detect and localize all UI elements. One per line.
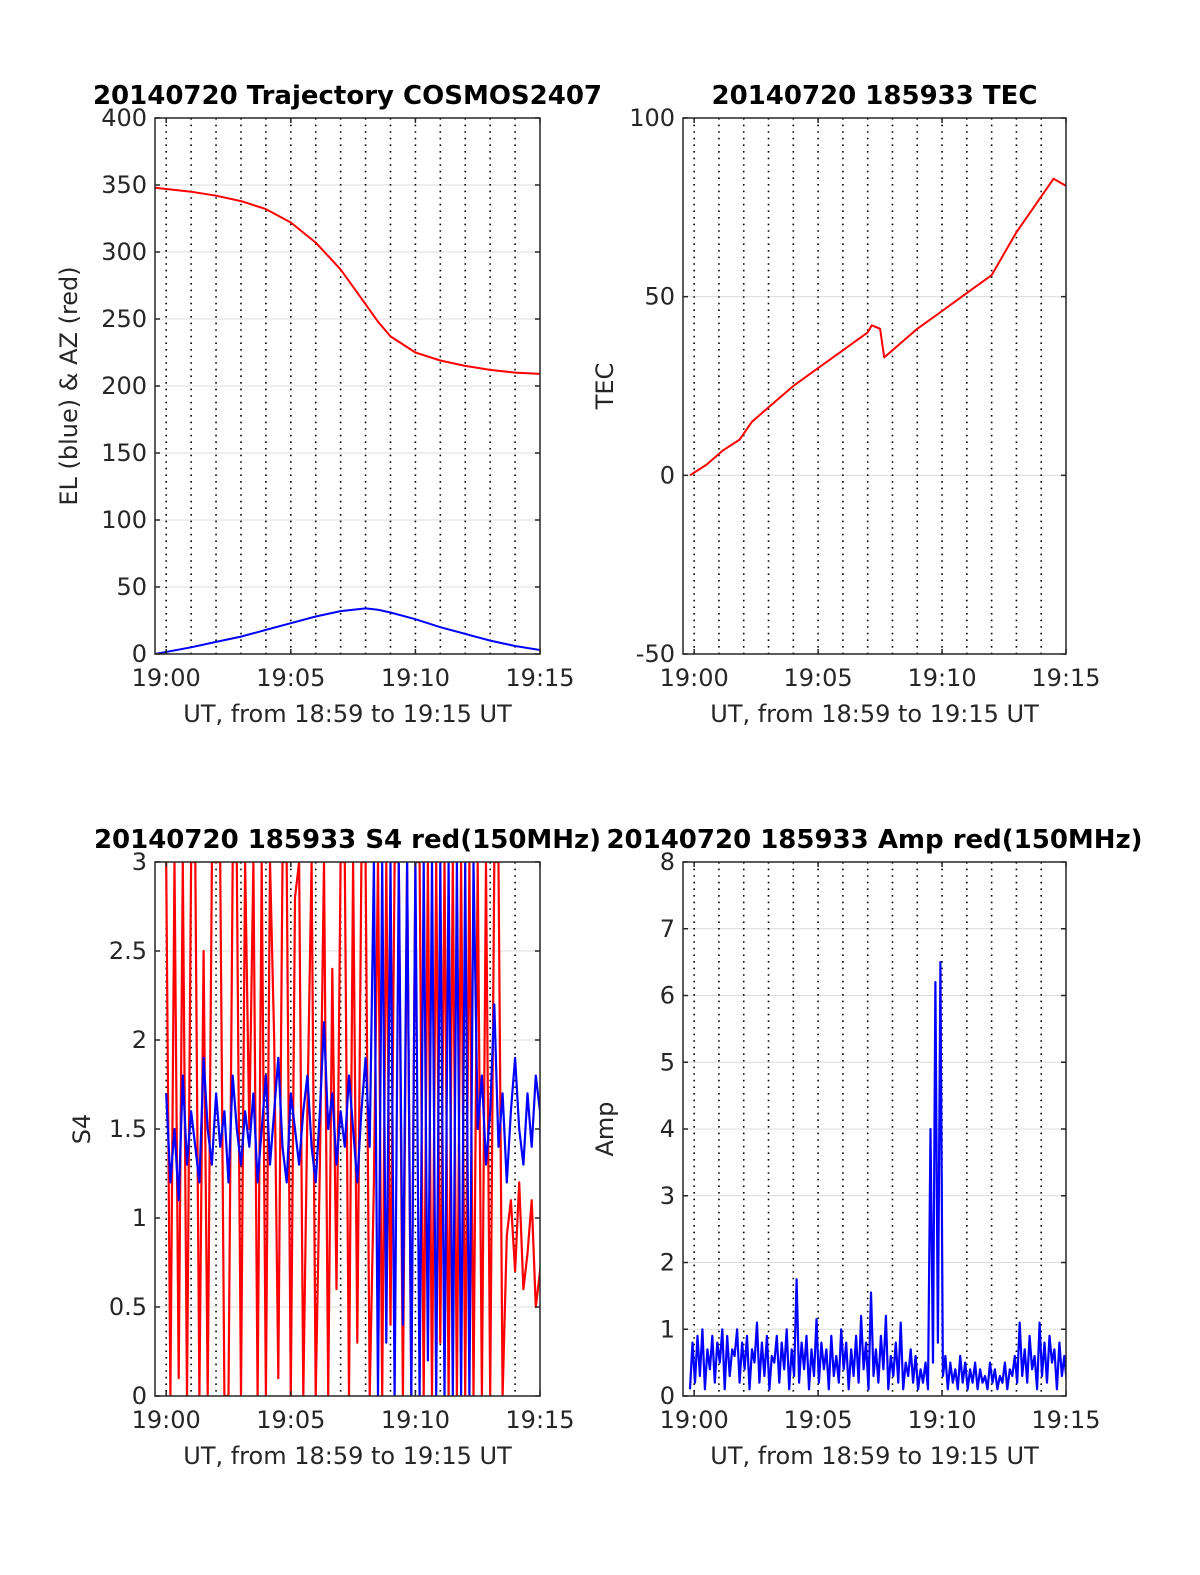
series-blue-line — [165, 862, 540, 1396]
y-tick-label: 400 — [101, 104, 147, 132]
x-axis-label: UT, from 18:59 to 19:15 UT — [710, 1442, 1039, 1470]
y-tick-label: 100 — [101, 506, 147, 534]
x-tick-label: 19:10 — [381, 1406, 450, 1434]
chart-title: 20140720 185933 TEC — [712, 81, 1038, 111]
x-tick-label: 19:10 — [381, 664, 450, 692]
y-tick-label: 6 — [660, 982, 675, 1010]
s4-panel: 0 0.5 1 1.5 2 2.5 3 19:00 19:05 19:10 19:15 2014072… — [68, 825, 601, 1470]
y-tick-label: 0.5 — [109, 1293, 147, 1321]
y-tick-label: 0 — [660, 1382, 675, 1410]
y-tick-label: 0 — [132, 1382, 147, 1410]
y-tick-label: 2.5 — [109, 937, 147, 965]
y-tick-label: 3 — [660, 1182, 675, 1210]
x-axis-label: UT, from 18:59 to 19:15 UT — [183, 1442, 512, 1470]
x-tick-label: 19:00 — [660, 1406, 729, 1434]
series-red-line — [165, 862, 540, 1396]
series-blue-line — [155, 607, 540, 654]
y-axis-label: EL (blue) & AZ (red) — [55, 266, 83, 505]
y-tick-label: -50 — [636, 640, 675, 668]
y-tick-label: 2 — [660, 1249, 675, 1277]
x-axis-label: UT, from 18:59 to 19:15 UT — [183, 700, 512, 728]
series-blue-line — [688, 960, 1066, 1391]
y-tick-label: 300 — [101, 238, 147, 266]
x-tick-label: 19:05 — [784, 664, 853, 692]
tec-panel: -50 0 50 100 19:00 19:05 19:10 19:15 20140720 18… — [591, 81, 1101, 728]
y-tick-label: 200 — [101, 372, 147, 400]
x-tick-label: 19:00 — [132, 664, 201, 692]
x-tick-label: 19:05 — [784, 1406, 853, 1434]
y-tick-label: 5 — [660, 1048, 675, 1076]
y-tick-label: 50 — [116, 573, 147, 601]
y-tick-label: 2 — [132, 1026, 147, 1054]
trajectory-panel: 0 50 100 150 200 250 300 350 400 19:00 19:05 19:10 1… — [55, 81, 602, 728]
y-tick-label: 8 — [660, 848, 675, 876]
y-tick-label: 4 — [660, 1115, 675, 1143]
amp-panel: 0 1 2 3 4 5 6 7 8 19:00 19:05 19:10 19:15 20140720 18… — [591, 825, 1143, 1470]
x-tick-label: 19:15 — [505, 1406, 574, 1434]
x-tick-label: 19:00 — [660, 664, 729, 692]
y-tick-label: 0 — [660, 461, 675, 489]
x-tick-label: 19:15 — [1031, 1406, 1100, 1434]
chart-title: 20140720 185933 Amp red(150MHz) — [606, 825, 1142, 855]
series-red-line — [155, 186, 540, 375]
y-axis-label: S4 — [68, 1114, 96, 1145]
y-tick-label: 1.5 — [109, 1115, 147, 1143]
y-tick-label: 7 — [660, 915, 675, 943]
y-tick-label: 250 — [101, 305, 147, 333]
y-tick-label: 0 — [132, 640, 147, 668]
y-axis-label: Amp — [591, 1101, 619, 1156]
chart-title: 20140720 Trajectory COSMOS2407 — [93, 81, 602, 111]
y-tick-label: 350 — [101, 171, 147, 199]
y-axis-label: TEC — [591, 363, 619, 411]
y-tick-label: 1 — [132, 1204, 147, 1232]
axes-box — [682, 117, 1067, 655]
chart-title: 20140720 185933 S4 red(150MHz) — [94, 825, 601, 855]
x-axis-label: UT, from 18:59 to 19:15 UT — [710, 700, 1039, 728]
y-tick-label: 1 — [660, 1315, 675, 1343]
x-tick-label: 19:10 — [907, 1406, 976, 1434]
x-tick-label: 19:05 — [256, 1406, 325, 1434]
x-tick-label: 19:15 — [1031, 664, 1100, 692]
x-tick-label: 19:00 — [132, 1406, 201, 1434]
series-red-line — [689, 177, 1066, 477]
x-tick-label: 19:05 — [256, 664, 325, 692]
y-tick-label: 3 — [132, 848, 147, 876]
x-tick-label: 19:10 — [907, 664, 976, 692]
y-tick-label: 150 — [101, 439, 147, 467]
y-tick-label: 50 — [644, 283, 675, 311]
x-tick-label: 19:15 — [505, 664, 574, 692]
y-tick-label: 100 — [629, 104, 675, 132]
